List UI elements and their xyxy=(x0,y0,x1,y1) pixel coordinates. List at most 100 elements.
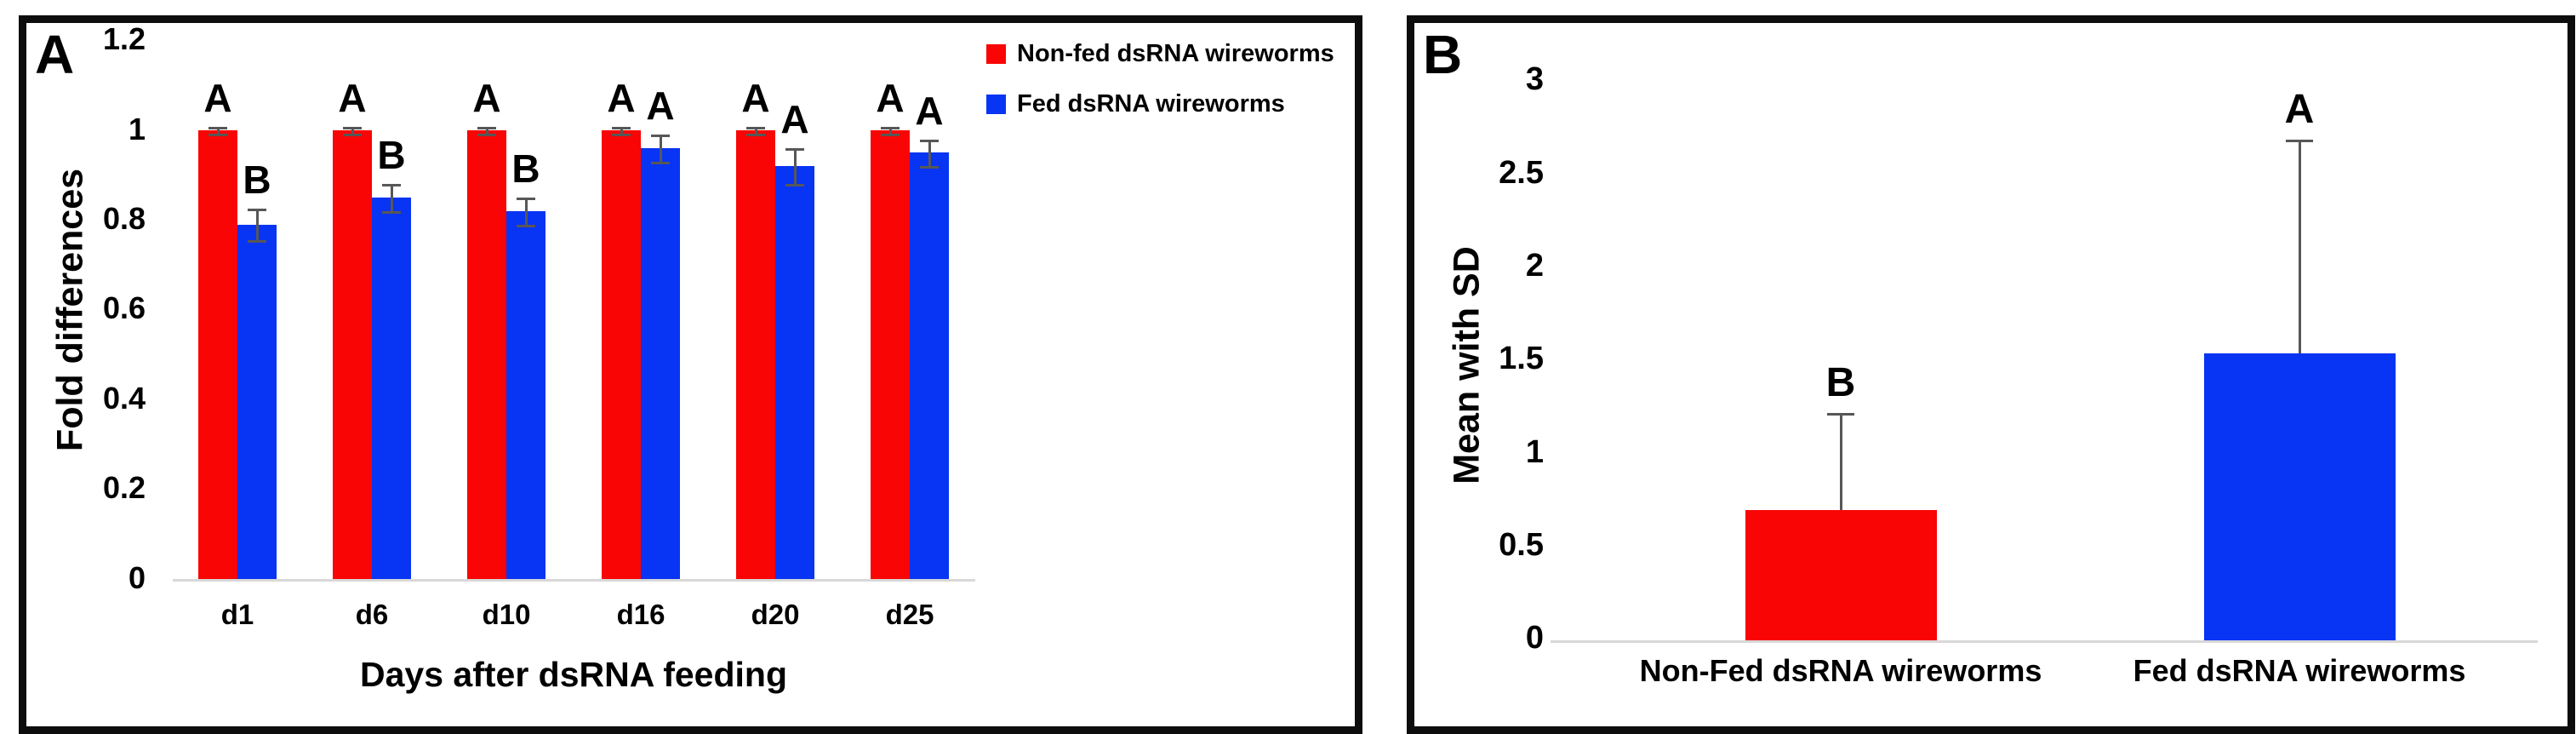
significance-letter: A xyxy=(2284,86,2315,132)
y-tick-label: 2.5 xyxy=(1499,154,1544,191)
category-label: d25 xyxy=(885,599,934,630)
y-tick-label: 3 xyxy=(1525,61,1544,98)
error-bar-cap-top xyxy=(612,127,631,130)
panel-b-plot: 0 0.5 1 1.5 2 2.5 3 Non-Fed dsRNA wireworms Fed … xyxy=(1414,23,2567,726)
panel-a: A Fold differences 0 0.2 0.4 0.6 0.8 1 1.2 d1 d6… xyxy=(19,15,1362,734)
y-tick-label: 0.6 xyxy=(102,290,146,326)
error-bar-cap-bottom xyxy=(477,133,496,136)
error-bar-cap-bottom xyxy=(517,224,535,227)
error-bar-cap-top xyxy=(2286,139,2313,142)
panel-a-label: A xyxy=(35,24,75,85)
significance-letter: A xyxy=(915,88,944,133)
error-bar-cap-bottom xyxy=(651,161,670,164)
error-bar-stem xyxy=(524,198,528,225)
y-tick-label: 0.5 xyxy=(1499,527,1544,564)
significance-letter: B xyxy=(243,158,271,203)
bar-non-fed-d20 xyxy=(736,130,775,579)
error-bar-cap-top xyxy=(1827,413,1854,416)
error-bar-stem xyxy=(620,127,623,134)
error-bar-cap-top xyxy=(382,184,401,187)
error-bar-stem xyxy=(390,184,393,211)
y-tick-label: 0 xyxy=(1525,620,1544,657)
bar-non-fed-d1 xyxy=(198,130,237,579)
bar-non-fed-d25 xyxy=(871,130,910,579)
legend-swatch-blue-icon xyxy=(986,95,1006,114)
bar-fed-d16 xyxy=(641,148,680,579)
significance-letter: B xyxy=(1825,360,1856,406)
error-bar-cap-bottom xyxy=(208,133,227,136)
error-bar-cap-top xyxy=(920,139,939,142)
error-bar-cap-top xyxy=(208,127,227,130)
error-bar-cap-bottom xyxy=(785,184,804,187)
error-bar-cap-bottom xyxy=(920,166,939,169)
error-bar-cap-bottom xyxy=(343,133,362,136)
legend-label-non-fed: Non-fed dsRNA wireworms xyxy=(1017,40,1334,67)
significance-letter: B xyxy=(377,133,406,178)
bar-fed-d25 xyxy=(910,152,949,579)
panel-b: B Mean with SD 0 0.5 1 1.5 2 2.5 3 Non-Fed dsRN… xyxy=(1407,15,2575,734)
bar-fed-Fed dsRNA wireworms xyxy=(2203,353,2396,640)
y-tick-label: 1.5 xyxy=(1499,341,1544,377)
legend-item-fed: Fed dsRNA wireworms xyxy=(986,90,1334,118)
error-bar-stem xyxy=(793,148,797,185)
category-label: Fed dsRNA wireworms xyxy=(2133,653,2466,688)
legend-item-non-fed: Non-fed dsRNA wireworms xyxy=(986,40,1334,68)
panel-a-plot: 0 0.2 0.4 0.6 0.8 1 1.2 d1 d6 d10 d16 d20 d25 A A A A A A B… xyxy=(26,23,1355,726)
legend-swatch-red-icon xyxy=(986,44,1006,64)
panel-a-x-axis-title: Days after dsRNA feeding xyxy=(360,655,787,694)
legend-label-fed: Fed dsRNA wireworms xyxy=(1017,90,1285,118)
error-bar-cap-top xyxy=(651,135,670,138)
error-bar-stem xyxy=(928,139,931,167)
bar-fed-d6 xyxy=(372,198,411,579)
x-axis-line xyxy=(173,579,975,582)
category-label: d20 xyxy=(751,599,800,630)
y-tick-label: 1.2 xyxy=(102,21,146,57)
significance-letter: A xyxy=(876,76,905,121)
x-axis-line xyxy=(1551,640,2538,643)
error-bar-cap-top xyxy=(785,148,804,152)
y-tick-label: 2 xyxy=(1525,248,1544,284)
category-label: d6 xyxy=(355,599,389,630)
significance-letter: A xyxy=(607,76,636,121)
error-bar-cap-top xyxy=(881,127,900,130)
error-bar-stem xyxy=(485,127,488,134)
y-tick-label: 0.4 xyxy=(102,380,146,416)
error-bar-cap-top xyxy=(517,198,535,201)
legend: Non-fed dsRNA wireworms Fed dsRNA wirewo… xyxy=(986,40,1334,140)
category-label: d10 xyxy=(482,599,531,630)
error-bar-stem xyxy=(2298,139,2301,354)
y-tick-label: 0 xyxy=(128,559,146,595)
error-bar-cap-bottom xyxy=(248,240,266,244)
category-label: Non-Fed dsRNA wireworms xyxy=(1639,653,2042,688)
significance-letter: A xyxy=(203,76,232,121)
error-bar-cap-bottom xyxy=(382,210,401,214)
error-bar-stem xyxy=(255,209,259,241)
error-bar-cap-bottom xyxy=(746,133,765,136)
significance-letter: A xyxy=(472,76,501,121)
error-bar-stem xyxy=(659,135,662,162)
significance-letter: A xyxy=(338,76,367,121)
y-tick-label: 1 xyxy=(128,111,146,146)
y-tick-label: 0.8 xyxy=(102,201,146,237)
error-bar-cap-top xyxy=(343,127,362,130)
y-tick-label: 1 xyxy=(1525,433,1544,470)
significance-letter: A xyxy=(741,76,770,121)
bar-non-fed-Non-Fed dsRNA wireworms xyxy=(1745,509,1937,640)
bar-fed-d1 xyxy=(237,224,277,579)
error-bar-cap-top xyxy=(477,127,496,130)
error-bar-stem xyxy=(216,127,220,134)
bar-non-fed-d6 xyxy=(333,130,372,579)
significance-letter: A xyxy=(646,83,675,129)
error-bar-stem xyxy=(1839,413,1842,510)
error-bar-cap-bottom xyxy=(881,133,900,136)
significance-letter: B xyxy=(511,146,540,192)
category-label: d1 xyxy=(220,599,254,630)
error-bar-cap-bottom xyxy=(612,133,631,136)
error-bar-cap-top xyxy=(248,209,266,212)
panel-b-label: B xyxy=(1423,24,1463,85)
bar-non-fed-d16 xyxy=(602,130,641,579)
bar-fed-d10 xyxy=(506,210,545,579)
error-bar-stem xyxy=(888,127,892,134)
error-bar-stem xyxy=(754,127,757,134)
